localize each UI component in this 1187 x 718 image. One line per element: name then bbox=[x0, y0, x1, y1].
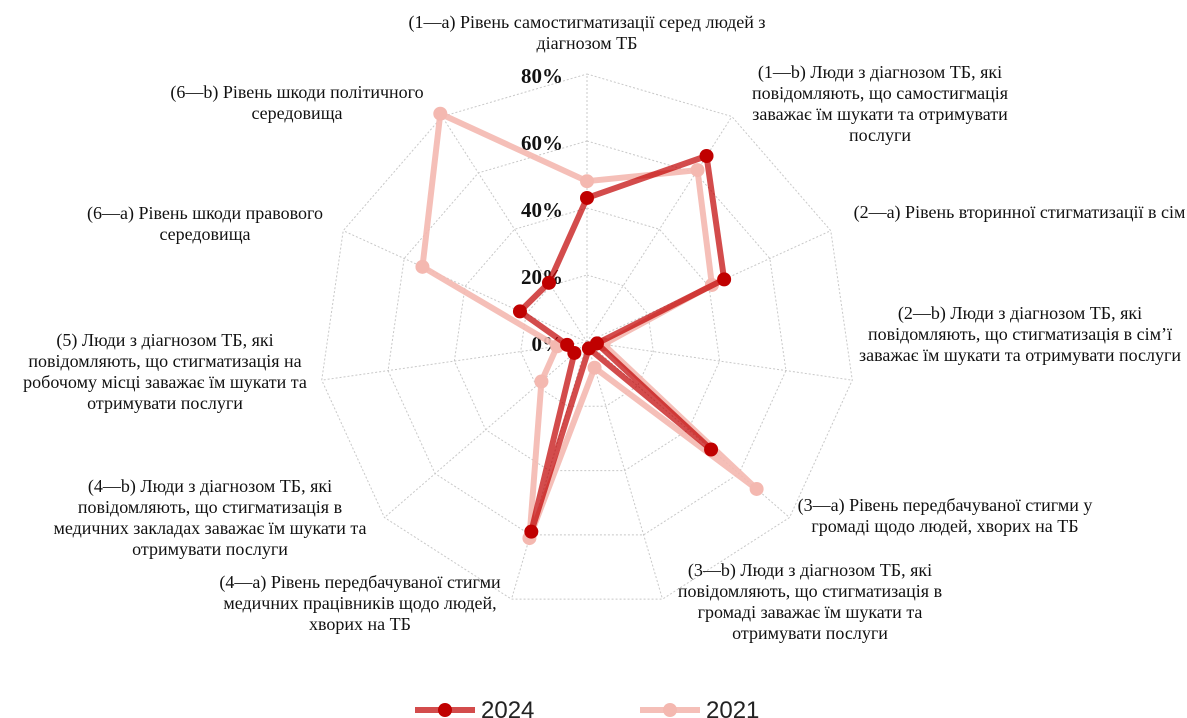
category-label: (1—b) Люди з діагнозом ТБ, які повідомля… bbox=[751, 62, 1009, 145]
data-point bbox=[587, 360, 602, 375]
category-label: (2—a) Рівень вторинної стигматизації в с… bbox=[853, 202, 1187, 222]
data-point bbox=[581, 341, 596, 356]
category-label: (1—a) Рівень самостигматизації серед люд… bbox=[408, 12, 766, 53]
category-label: (4—b) Люди з діагнозом ТБ, які повідомля… bbox=[53, 476, 367, 559]
category-label: (3—a) Рівень передбачуваної стигми у гро… bbox=[797, 495, 1093, 536]
category-label: (2—b) Люди з діагнозом ТБ, які повідомля… bbox=[858, 303, 1182, 365]
data-point bbox=[699, 148, 714, 163]
data-point bbox=[433, 106, 448, 121]
legend-marker bbox=[438, 703, 452, 717]
data-point bbox=[717, 272, 732, 287]
data-point bbox=[534, 374, 549, 389]
data-point bbox=[415, 259, 430, 274]
grid-ring bbox=[453, 207, 721, 472]
data-point bbox=[704, 442, 719, 457]
y-tick-label: 80% bbox=[521, 64, 563, 88]
legend-marker bbox=[663, 703, 677, 717]
legend-label: 2021 bbox=[706, 697, 759, 718]
data-point bbox=[512, 304, 527, 319]
spoke bbox=[441, 116, 588, 343]
category-label: (6—a) Рівень шкоди правового середовища bbox=[87, 203, 323, 244]
series-line bbox=[419, 110, 760, 542]
category-label: (5) Люди з діагнозом ТБ, які повідомляют… bbox=[23, 330, 307, 413]
category-label: (3—b) Люди з діагнозом ТБ, які повідомля… bbox=[677, 560, 943, 643]
spoke bbox=[586, 341, 663, 600]
grid-ring bbox=[321, 73, 853, 600]
data-point bbox=[749, 481, 764, 496]
data-point bbox=[541, 275, 556, 290]
y-tick-label: 40% bbox=[521, 198, 563, 222]
data-point bbox=[560, 337, 575, 352]
spoke bbox=[586, 341, 853, 381]
spoke bbox=[343, 230, 588, 343]
data-point bbox=[524, 524, 539, 539]
data-point bbox=[580, 190, 594, 205]
grid-ring bbox=[520, 274, 654, 407]
data-point bbox=[690, 163, 705, 178]
spoke bbox=[384, 341, 588, 518]
category-label: (4—a) Рівень передбачуваної стигми медич… bbox=[219, 572, 501, 634]
legend-label: 2024 bbox=[481, 697, 534, 718]
spoke bbox=[321, 341, 588, 381]
spoke bbox=[586, 116, 733, 343]
data-point bbox=[580, 174, 594, 189]
category-label: (6—b) Рівень шкоди політичного середовищ… bbox=[170, 82, 424, 123]
